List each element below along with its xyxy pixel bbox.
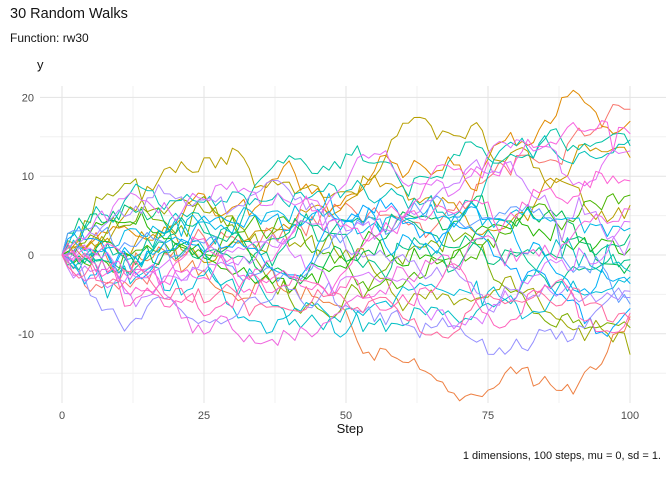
walk-line-2 [61,232,631,402]
walk-line-3 [61,89,631,256]
walk-line-21 [61,250,631,355]
chart-title: 30 Random Walks [10,6,128,22]
walks-group [61,89,631,402]
y-tick-label: -10 [18,329,34,341]
y-tick-label: 0 [28,250,34,262]
walk-line-30 [61,254,631,339]
walk-line-1 [61,104,631,292]
walk-line-29 [61,242,631,334]
walk-line-19 [61,198,631,337]
walk-line-27 [61,120,631,286]
walk-line-20 [61,195,631,305]
walk-line-7 [61,196,631,330]
x-tick-label: 0 [59,410,65,422]
walk-line-24 [61,220,631,330]
walk-line-16 [61,239,631,338]
x-tick-label: 25 [198,410,210,422]
walk-line-12 [61,216,631,290]
x-axis-title: Step [336,421,364,436]
walk-line-28 [61,170,631,297]
y-axis-title: y [37,57,44,72]
walk-line-9 [61,212,631,293]
chart-subtitle: Function: rw30 [10,31,89,45]
walk-line-25 [61,139,631,256]
chart-caption: 1 dimensions, 100 steps, mu = 0, sd = 1. [462,450,661,462]
y-tick-label: 10 [22,171,34,183]
x-tick-label: 75 [482,410,494,422]
walk-line-5 [61,116,631,256]
walk-line-15 [61,212,631,333]
walk-line-17 [61,201,631,256]
walk-line-14 [61,135,631,256]
walk-line-10 [61,195,631,285]
y-tick-label: 20 [22,92,34,104]
x-tick-label: 100 [621,410,639,422]
x-tick-label: 50 [340,410,352,422]
